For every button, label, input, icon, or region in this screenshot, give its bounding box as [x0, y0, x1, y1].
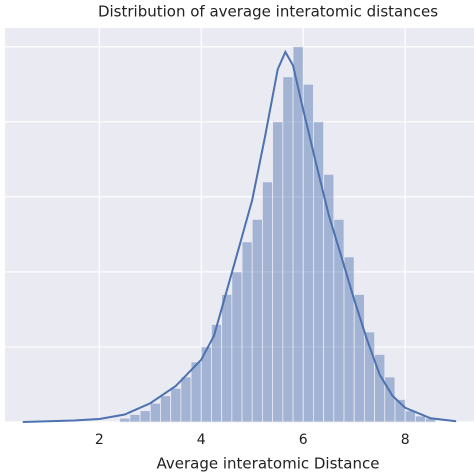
bar	[272, 121, 284, 423]
bar	[404, 410, 416, 423]
bar	[170, 387, 182, 423]
bar	[129, 414, 141, 423]
bar	[414, 415, 426, 423]
bar	[160, 395, 172, 423]
x-tick-label: 4	[197, 432, 206, 448]
bar	[241, 241, 253, 423]
bar	[313, 121, 325, 423]
bar	[139, 410, 151, 423]
bar	[149, 402, 161, 423]
bar	[221, 294, 233, 423]
bar	[262, 181, 274, 423]
bar	[119, 417, 131, 423]
plot-area	[5, 28, 474, 422]
kde-line	[22, 49, 457, 423]
bar	[190, 361, 202, 423]
x-tick-label: 6	[299, 432, 308, 448]
x-tick-label: 8	[401, 432, 410, 448]
x-axis-label: Average interatomic Distance	[157, 455, 380, 473]
chart-title: Distribution of average interatomic dist…	[98, 3, 438, 21]
bar	[231, 271, 243, 423]
bar	[282, 76, 294, 423]
x-tick-label: 2	[95, 432, 104, 448]
bar	[251, 218, 263, 423]
bar	[180, 376, 192, 423]
